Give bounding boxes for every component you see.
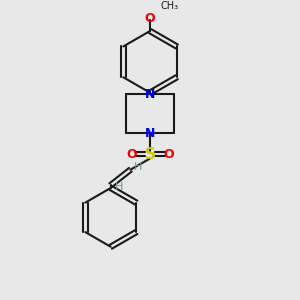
Text: CH₃: CH₃ — [160, 1, 179, 11]
Text: O: O — [163, 148, 173, 161]
Text: H: H — [114, 182, 123, 192]
Text: O: O — [145, 12, 155, 25]
Text: H: H — [134, 163, 142, 172]
Text: N: N — [145, 88, 155, 100]
Text: S: S — [145, 147, 155, 162]
Text: O: O — [127, 148, 137, 161]
Text: N: N — [145, 127, 155, 140]
